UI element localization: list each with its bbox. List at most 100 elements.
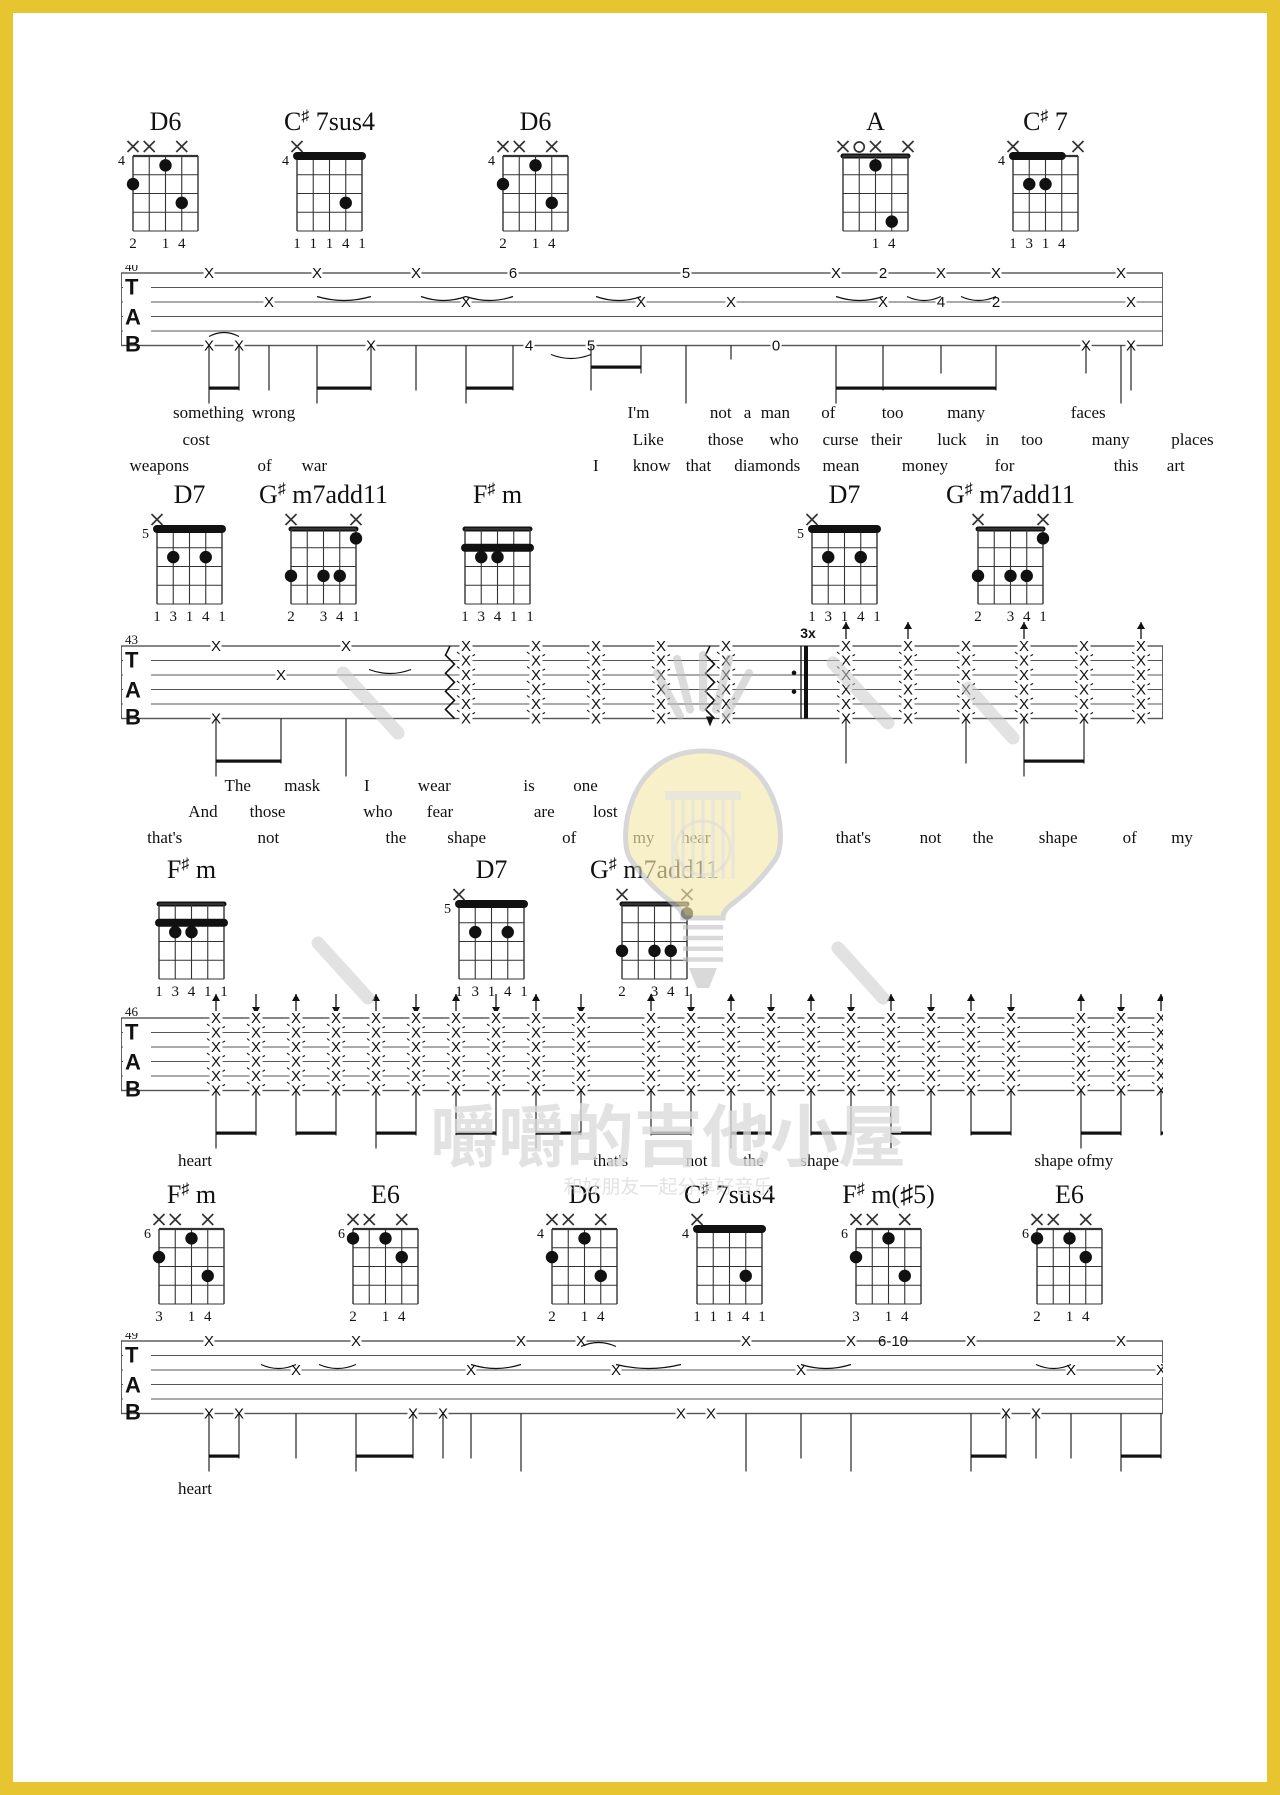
svg-text:D7: D7 bbox=[174, 481, 206, 509]
svg-text:X: X bbox=[656, 711, 666, 728]
svg-text:X: X bbox=[461, 711, 471, 728]
svg-text:A: A bbox=[125, 1373, 141, 1398]
svg-text:X: X bbox=[351, 1333, 361, 1350]
svg-text:1: 1 bbox=[358, 236, 366, 252]
svg-text:3: 3 bbox=[155, 1309, 163, 1325]
svg-text:2: 2 bbox=[499, 236, 507, 252]
svg-text:1: 1 bbox=[162, 236, 170, 252]
svg-text:X: X bbox=[516, 1333, 526, 1350]
svg-text:X: X bbox=[264, 294, 274, 311]
svg-text:C♯ 7: C♯ 7 bbox=[1023, 108, 1068, 136]
svg-text:4: 4 bbox=[597, 1309, 605, 1325]
svg-text:X: X bbox=[1116, 1333, 1126, 1350]
svg-text:2: 2 bbox=[879, 265, 887, 282]
svg-text:4: 4 bbox=[682, 1227, 689, 1242]
svg-text:D7: D7 bbox=[476, 856, 508, 884]
svg-text:4: 4 bbox=[1023, 609, 1031, 625]
svg-text:X: X bbox=[741, 1333, 751, 1350]
svg-text:4: 4 bbox=[857, 609, 865, 625]
svg-text:X: X bbox=[831, 265, 841, 282]
svg-text:X: X bbox=[531, 711, 541, 728]
svg-text:6: 6 bbox=[509, 265, 517, 282]
svg-text:X: X bbox=[591, 711, 601, 728]
svg-text:E6: E6 bbox=[1055, 1181, 1084, 1209]
svg-text:X: X bbox=[846, 1333, 856, 1350]
svg-text:T: T bbox=[125, 275, 139, 300]
svg-text:F♯ m: F♯ m bbox=[473, 481, 522, 509]
svg-text:1: 1 bbox=[532, 236, 540, 252]
svg-text:A: A bbox=[125, 678, 141, 703]
svg-text:1: 1 bbox=[1009, 236, 1017, 252]
svg-text:E6: E6 bbox=[371, 1181, 400, 1209]
svg-text:6-10: 6-10 bbox=[878, 1333, 908, 1350]
svg-text:5: 5 bbox=[682, 265, 690, 282]
svg-text:4: 4 bbox=[548, 236, 556, 252]
svg-text:A: A bbox=[866, 108, 885, 136]
svg-text:4: 4 bbox=[398, 1309, 406, 1325]
svg-text:X: X bbox=[1136, 711, 1146, 728]
svg-text:1: 1 bbox=[710, 1309, 718, 1325]
svg-text:4: 4 bbox=[901, 1309, 909, 1325]
svg-text:1: 1 bbox=[693, 1309, 701, 1325]
svg-text:2: 2 bbox=[349, 1309, 357, 1325]
svg-text:6: 6 bbox=[338, 1227, 345, 1242]
svg-text:4: 4 bbox=[1082, 1309, 1090, 1325]
svg-text:6: 6 bbox=[1022, 1227, 1029, 1242]
svg-text:5: 5 bbox=[797, 527, 804, 542]
svg-text:A: A bbox=[125, 305, 141, 330]
svg-text:4: 4 bbox=[178, 236, 186, 252]
svg-text:X: X bbox=[721, 711, 731, 728]
svg-text:B: B bbox=[125, 1077, 141, 1102]
svg-text:1: 1 bbox=[218, 609, 226, 625]
svg-text:1: 1 bbox=[1066, 1309, 1074, 1325]
svg-text:4: 4 bbox=[998, 154, 1005, 169]
svg-text:X: X bbox=[726, 294, 736, 311]
svg-text:T: T bbox=[125, 1020, 139, 1045]
svg-text:1: 1 bbox=[726, 1309, 734, 1325]
svg-text:G♯ m7add11: G♯ m7add11 bbox=[590, 856, 719, 884]
svg-text:1: 1 bbox=[885, 1309, 893, 1325]
svg-text:X: X bbox=[991, 265, 1001, 282]
svg-text:4: 4 bbox=[742, 1309, 750, 1325]
svg-text:F♯ m: F♯ m bbox=[167, 856, 216, 884]
svg-text:3: 3 bbox=[1007, 609, 1015, 625]
svg-text:1: 1 bbox=[310, 236, 318, 252]
svg-text:B: B bbox=[125, 332, 141, 357]
svg-text:1: 1 bbox=[293, 236, 301, 252]
svg-text:D6: D6 bbox=[150, 108, 182, 136]
svg-text:2: 2 bbox=[129, 236, 137, 252]
svg-text:1: 1 bbox=[841, 609, 849, 625]
svg-text:43: 43 bbox=[125, 632, 138, 647]
svg-text:2: 2 bbox=[974, 609, 982, 625]
svg-text:1: 1 bbox=[808, 609, 816, 625]
svg-text:1: 1 bbox=[352, 609, 360, 625]
svg-text:1: 1 bbox=[526, 609, 534, 625]
svg-text:1: 1 bbox=[1042, 236, 1050, 252]
svg-text:3: 3 bbox=[852, 1309, 860, 1325]
svg-text:X: X bbox=[211, 638, 221, 655]
svg-text:X: X bbox=[966, 1333, 976, 1350]
svg-text:X: X bbox=[276, 667, 286, 684]
svg-text:4: 4 bbox=[282, 154, 289, 169]
svg-text:X: X bbox=[1116, 265, 1126, 282]
svg-text:1: 1 bbox=[326, 236, 334, 252]
svg-text:1: 1 bbox=[1039, 609, 1047, 625]
svg-text:1: 1 bbox=[188, 1309, 196, 1325]
svg-text:0: 0 bbox=[772, 338, 780, 355]
svg-text:B: B bbox=[125, 1400, 141, 1425]
svg-text:2: 2 bbox=[287, 609, 295, 625]
svg-text:4: 4 bbox=[118, 154, 125, 169]
svg-text:6: 6 bbox=[144, 1227, 151, 1242]
svg-text:2: 2 bbox=[1033, 1309, 1041, 1325]
svg-text:1: 1 bbox=[461, 609, 469, 625]
svg-text:3: 3 bbox=[170, 609, 178, 625]
svg-text:3: 3 bbox=[1026, 236, 1034, 252]
svg-text:X: X bbox=[204, 265, 214, 282]
svg-text:D6: D6 bbox=[520, 108, 552, 136]
svg-text:4: 4 bbox=[525, 338, 533, 355]
svg-text:3: 3 bbox=[320, 609, 328, 625]
svg-text:4: 4 bbox=[494, 609, 502, 625]
svg-text:F♯ m(♯5): F♯ m(♯5) bbox=[842, 1181, 935, 1209]
svg-text:46: 46 bbox=[125, 1004, 139, 1019]
svg-text:4: 4 bbox=[202, 609, 210, 625]
